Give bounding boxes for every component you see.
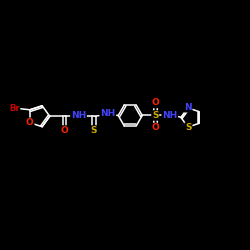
Text: S: S <box>185 123 192 132</box>
Text: NH: NH <box>100 109 115 118</box>
Text: O: O <box>152 98 160 108</box>
Text: S: S <box>152 111 158 120</box>
Text: O: O <box>26 118 34 127</box>
Text: O: O <box>61 126 68 135</box>
Text: NH: NH <box>162 110 177 120</box>
Text: Br: Br <box>9 104 20 113</box>
Text: N: N <box>184 103 192 112</box>
Text: S: S <box>91 126 97 135</box>
Text: NH: NH <box>71 111 86 120</box>
Text: O: O <box>152 124 160 132</box>
